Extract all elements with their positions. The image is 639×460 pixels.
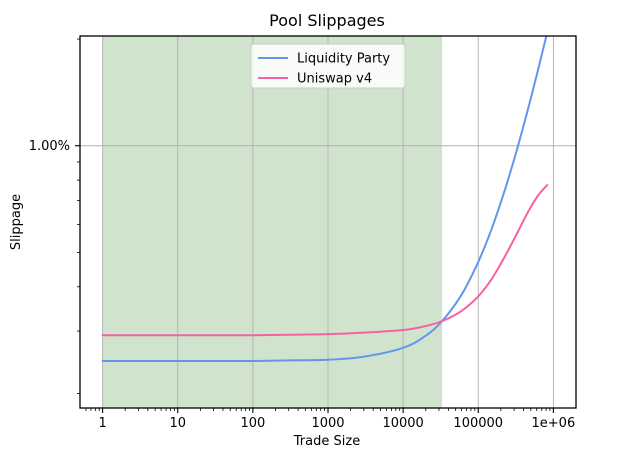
y-axis-label: Slippage [9, 194, 24, 250]
legend: Liquidity Party Uniswap v4 [250, 43, 406, 89]
chart-title: Pool Slippages [269, 11, 385, 30]
series-line-uniswap-v4 [101, 183, 549, 337]
series-line-liquidity-party [101, 36, 548, 363]
plot-border [79, 35, 577, 409]
y-tick-label: 1.00% [29, 139, 70, 154]
x-tick-label: 1000 [311, 416, 344, 431]
legend-label: Uniswap v4 [297, 72, 372, 87]
highlight-band [102, 36, 443, 408]
x-tick-label: 100 [240, 416, 265, 431]
legend-label: Liquidity Party [297, 52, 390, 67]
x-tick-label: 100000 [453, 416, 503, 431]
legend-box [250, 43, 406, 89]
x-tick-label: 1e+06 [532, 416, 576, 431]
x-tick-label: 1 [98, 416, 106, 431]
x-tick-label: 10 [169, 416, 186, 431]
x-axis-label: Trade Size [293, 434, 360, 449]
x-tick-label: 10000 [382, 416, 423, 431]
